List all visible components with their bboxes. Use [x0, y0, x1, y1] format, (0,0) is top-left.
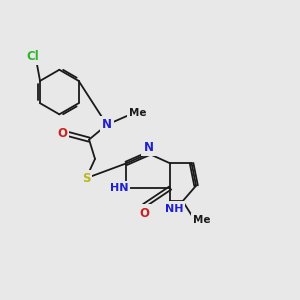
- Text: Me: Me: [193, 215, 211, 225]
- Text: N: N: [102, 118, 112, 131]
- Text: Me: Me: [129, 108, 147, 118]
- Text: N: N: [143, 140, 154, 154]
- Text: S: S: [82, 172, 90, 185]
- Text: HN: HN: [110, 183, 128, 193]
- Text: O: O: [57, 127, 67, 140]
- Text: Cl: Cl: [26, 50, 39, 63]
- Text: NH: NH: [164, 204, 183, 214]
- Text: O: O: [139, 206, 149, 220]
